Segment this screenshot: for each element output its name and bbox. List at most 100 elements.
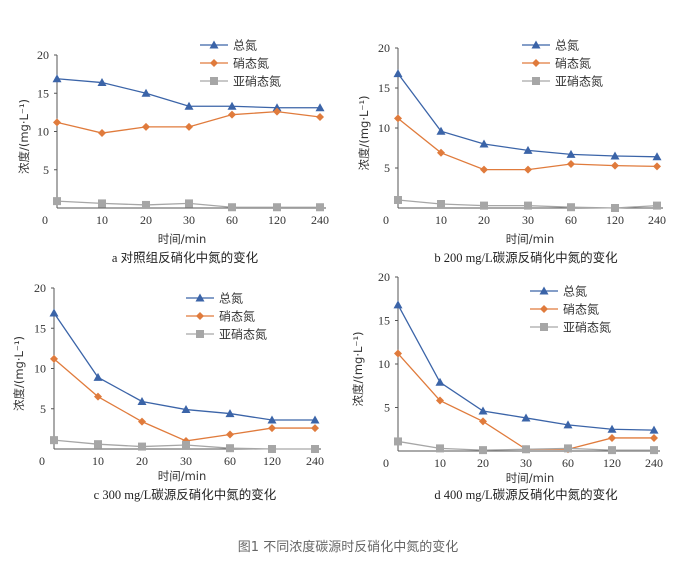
- x-tick-label: 30: [180, 454, 192, 468]
- data-point: [394, 114, 402, 123]
- data-point: [480, 201, 488, 210]
- series-line: [397, 304, 655, 431]
- data-point: [141, 88, 151, 97]
- data-point: [311, 424, 319, 433]
- data-point: [53, 197, 61, 206]
- legend-marker: [540, 323, 548, 331]
- legend-marker: [210, 59, 218, 67]
- x-tick-label: 20: [140, 213, 152, 227]
- data-point: [478, 406, 488, 415]
- data-point: [607, 424, 617, 433]
- y-tick-label: 10: [378, 357, 390, 371]
- x-tick-label: 60: [562, 456, 574, 470]
- data-point: [137, 397, 147, 406]
- x-tick-label: 60: [226, 213, 238, 227]
- y-tick-label: 10: [378, 121, 390, 135]
- data-point: [142, 200, 150, 209]
- x-tick-label: 30: [520, 456, 532, 470]
- data-point: [650, 433, 658, 442]
- data-point: [649, 425, 659, 434]
- y-tick-label: 10: [37, 125, 49, 139]
- legend-label: 总氮: [563, 284, 587, 299]
- data-point: [315, 103, 325, 112]
- y-tick-label: 5: [384, 161, 390, 175]
- data-point: [49, 308, 59, 317]
- legend-label: 总氮: [219, 291, 243, 306]
- data-point: [316, 203, 324, 212]
- x-tick-label: 10: [92, 454, 104, 468]
- data-point: [185, 199, 193, 208]
- data-point: [226, 430, 234, 439]
- y-axis-title: 浓度/(mg·L⁻¹): [17, 99, 31, 174]
- data-point: [93, 372, 103, 381]
- data-point: [53, 118, 61, 127]
- x-tick-label: 120: [603, 456, 621, 470]
- data-point: [185, 122, 193, 131]
- data-point: [182, 440, 190, 449]
- x-axis-title: 时间/min: [158, 469, 207, 483]
- data-point: [394, 196, 402, 204]
- data-point: [138, 417, 146, 426]
- y-tick-label: 20: [378, 41, 390, 55]
- legend-label: 硝态氮: [233, 56, 269, 71]
- legend-label: 亚硝态氮: [233, 74, 281, 89]
- data-point: [480, 165, 488, 174]
- data-point: [393, 300, 403, 309]
- data-point: [311, 445, 319, 453]
- data-point: [273, 203, 281, 212]
- data-point: [524, 165, 532, 174]
- data-point: [94, 440, 102, 449]
- x-tick-label: 60: [224, 454, 236, 468]
- legend-marker: [196, 330, 204, 338]
- series-line: [53, 312, 315, 421]
- data-point: [567, 160, 575, 168]
- data-point: [479, 139, 489, 148]
- data-point: [437, 200, 445, 208]
- data-point: [225, 409, 235, 418]
- data-point: [394, 349, 402, 358]
- data-point: [436, 444, 444, 453]
- data-point: [611, 204, 619, 212]
- y-tick-label: 0: [383, 213, 389, 227]
- legend-marker: [210, 77, 218, 85]
- x-tick-label: 240: [645, 456, 663, 470]
- data-point: [267, 415, 277, 424]
- legend-label: 硝态氮: [555, 56, 591, 71]
- data-point: [268, 445, 276, 453]
- data-point: [184, 101, 194, 110]
- data-point: [97, 78, 107, 87]
- data-point: [94, 392, 102, 401]
- data-point: [566, 149, 576, 158]
- data-point: [567, 203, 575, 212]
- data-point: [142, 122, 150, 131]
- x-axis-title: 时间/min: [506, 471, 555, 485]
- data-point: [227, 101, 237, 110]
- data-point: [310, 415, 320, 424]
- y-tick-label: 15: [378, 314, 390, 328]
- x-axis-title: 时间/min: [506, 232, 555, 246]
- y-tick-label: 20: [37, 48, 49, 62]
- x-tick-label: 120: [268, 213, 286, 227]
- legend-label: 亚硝态氮: [563, 320, 611, 335]
- data-point: [524, 201, 532, 210]
- y-tick-label: 10: [34, 362, 46, 376]
- y-axis-title: 浓度/(mg·L⁻¹): [12, 336, 26, 411]
- data-point: [393, 69, 403, 78]
- y-tick-label: 5: [384, 401, 390, 415]
- data-point: [564, 444, 572, 453]
- y-tick-label: 20: [378, 270, 390, 284]
- data-point: [563, 420, 573, 429]
- data-point: [521, 413, 531, 422]
- data-point: [479, 417, 487, 426]
- y-tick-label: 5: [40, 402, 46, 416]
- data-point: [611, 161, 619, 170]
- chart-panel-4: 0 5 10 15 20 10 20 30 60 120 240 时间/min 浓度/(mg·L⁻¹) 总…: [351, 270, 663, 502]
- y-tick-label: 0: [383, 456, 389, 470]
- legend-label: 硝态氮: [563, 302, 599, 317]
- data-point: [608, 446, 616, 455]
- x-tick-label: 240: [311, 213, 329, 227]
- data-point: [268, 424, 276, 433]
- data-point: [98, 199, 106, 208]
- legend-label: 硝态氮: [219, 309, 255, 324]
